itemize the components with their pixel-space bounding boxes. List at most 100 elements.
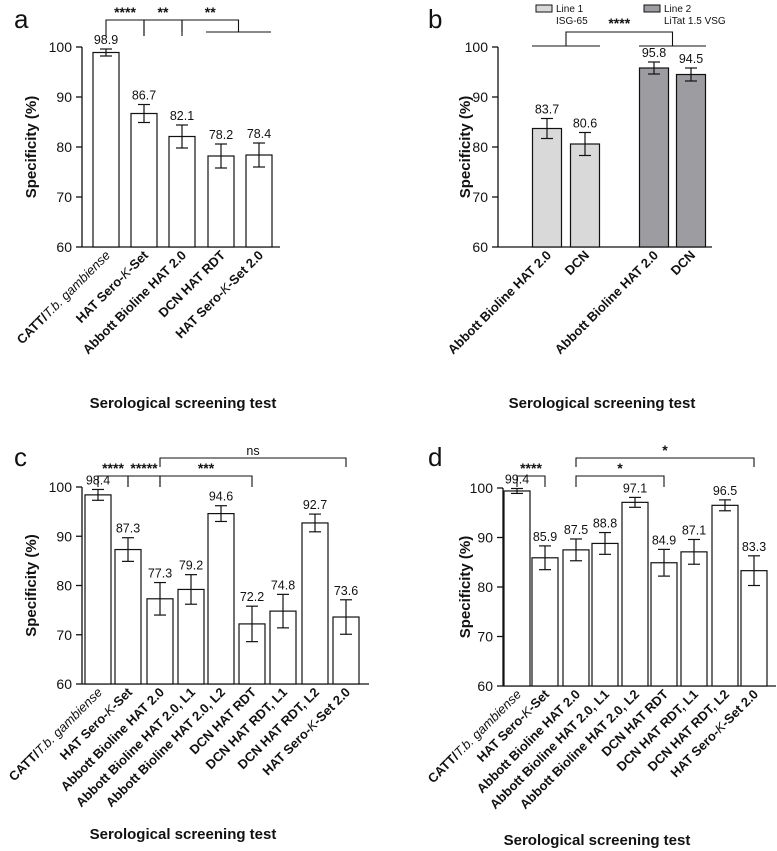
significance-bracket: * (575, 442, 755, 467)
panel-letter: a (14, 4, 29, 34)
bar (168, 135, 196, 248)
bar (92, 51, 120, 248)
significance-bracket: ** (143, 4, 183, 36)
y-tick-label: 100 (465, 39, 489, 55)
legend-label: Line 1 (556, 4, 584, 15)
y-axis-title: Specificity (%) (23, 96, 40, 199)
data-label: 94.5 (679, 52, 703, 66)
bar (621, 501, 649, 687)
x-axis-title: Serological screening test (509, 395, 696, 412)
x-axis-title: Serological screening test (504, 832, 691, 849)
data-label: 83.3 (742, 540, 766, 554)
data-label: 77.3 (148, 567, 172, 581)
bracket-line (565, 31, 674, 46)
legend-sublabel: LiTat 1.5 VSG (664, 16, 726, 27)
bar (562, 549, 590, 687)
bracket-line (575, 457, 755, 467)
data-label: 96.5 (713, 484, 737, 498)
x-axis-title: Serological screening test (90, 826, 277, 843)
bar (207, 512, 235, 685)
y-axis-title: Specificity (%) (23, 534, 40, 637)
y-tick-label: 80 (56, 578, 72, 594)
data-label: 74.8 (271, 578, 295, 592)
x-category-label: DCN (668, 248, 699, 279)
significance-label: * (617, 460, 623, 476)
y-tick-label: 90 (477, 530, 493, 546)
significance-label: **** (114, 4, 136, 20)
x-category-label: Abbott Bioline HAT 2.0 (445, 248, 555, 358)
bracket-line (127, 475, 161, 487)
bar (675, 73, 707, 248)
significance-bracket: **** (516, 460, 546, 487)
data-label: 94.6 (209, 490, 233, 504)
significance-bracket: ** (181, 4, 271, 33)
bar (531, 557, 559, 687)
legend-sublabel: ISG-65 (556, 16, 588, 27)
legend-label: Line 2 (664, 4, 692, 15)
y-tick-label: 60 (477, 678, 493, 694)
data-label: 97.1 (623, 481, 647, 495)
significance-label: ns (246, 444, 259, 458)
data-label: 85.9 (533, 530, 557, 544)
y-tick-label: 80 (56, 139, 72, 155)
data-label: 98.9 (94, 33, 118, 47)
bar (650, 562, 678, 687)
y-tick-label: 70 (56, 189, 72, 205)
y-tick-label: 90 (56, 89, 72, 105)
data-label: 79.2 (179, 559, 203, 573)
significance-label: **** (102, 460, 124, 476)
bar (114, 548, 142, 685)
y-axis-title: Specificity (%) (457, 96, 474, 199)
significance-bracket: * (575, 460, 665, 487)
data-label: 83.7 (535, 103, 559, 117)
data-label: 92.7 (303, 498, 327, 512)
y-tick-label: 60 (472, 239, 488, 255)
x-axis-title: Serological screening test (90, 395, 277, 412)
bar (301, 522, 329, 685)
data-label: 72.2 (240, 590, 264, 604)
bar (130, 112, 158, 248)
significance-label: ** (158, 4, 169, 20)
chart-panel-a: a 60 70 80 90 100 Specificity (%) Serological s… (14, 4, 280, 412)
panel-letter: b (428, 4, 442, 34)
category-label-part: DCN (668, 248, 699, 279)
y-tick-label: 60 (56, 676, 72, 692)
bar (531, 127, 563, 248)
data-label: 80.6 (573, 117, 597, 131)
significance-bracket: *** (159, 460, 253, 487)
data-label: 86.7 (132, 89, 156, 103)
bracket-line (143, 19, 183, 36)
significance-label: * (662, 442, 668, 458)
significance-label: **** (608, 15, 630, 31)
significance-bracket: **** (105, 4, 145, 36)
significance-bracket: ***** (127, 460, 161, 487)
bar (177, 588, 205, 685)
data-label: 88.8 (593, 517, 617, 531)
category-label-part: -Set 2.0 (223, 248, 266, 291)
y-tick-label: 100 (49, 479, 73, 495)
bar (245, 154, 273, 248)
significance-bracket: **** (532, 15, 706, 47)
y-tick-label: 80 (477, 579, 493, 595)
y-tick-label: 100 (470, 480, 494, 496)
panel-letter: c (14, 442, 27, 472)
data-label: 87.5 (564, 523, 588, 537)
y-tick-label: 100 (49, 39, 73, 55)
y-axis-title: Specificity (%) (457, 536, 474, 639)
panel-letter: d (428, 442, 442, 472)
significance-bracket: ns (159, 444, 347, 467)
data-label: 82.1 (170, 109, 194, 123)
bracket-line (575, 475, 665, 487)
bar (680, 551, 708, 687)
bracket-line (159, 457, 347, 467)
y-tick-label: 90 (472, 89, 488, 105)
data-label: 87.3 (116, 522, 140, 536)
bracket-line (516, 475, 546, 487)
chart-panel-c: c 60 70 80 90 100 Specificity (%) Serological s… (6, 442, 369, 843)
bar (569, 143, 601, 248)
significance-label: **** (520, 460, 542, 476)
significance-label: ***** (130, 460, 158, 476)
bar (638, 67, 670, 248)
bar (207, 155, 235, 248)
